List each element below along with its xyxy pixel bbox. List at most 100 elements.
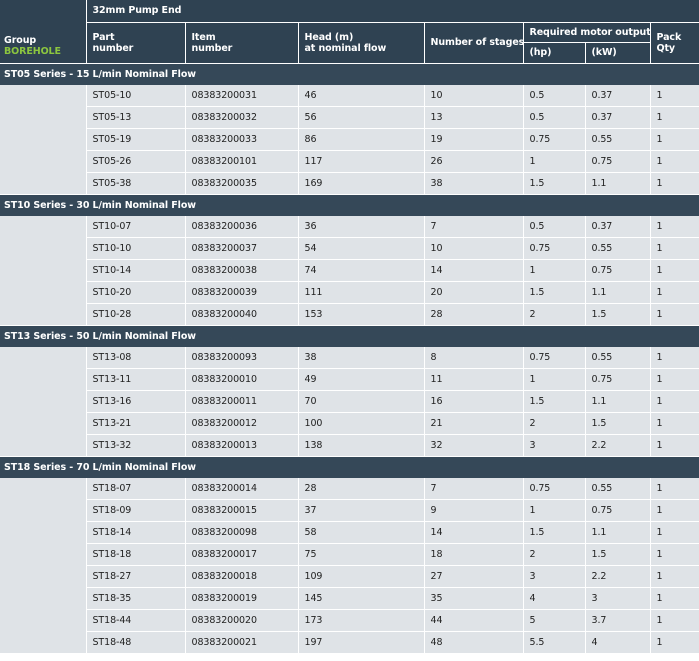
head-cell: 54 <box>298 237 425 260</box>
series-title: ST05 Series - 15 L/min Nominal Flow <box>0 62 699 85</box>
stages-cell: 7 <box>424 477 524 500</box>
hp-cell: 2 <box>523 303 586 326</box>
head-cell: 197 <box>298 631 425 654</box>
item-number-cell: 08383200032 <box>185 106 299 129</box>
part-number-cell: ST18-18 <box>86 543 186 566</box>
hp-cell: 1.5 <box>523 521 586 544</box>
kw-cell: 0.37 <box>585 215 651 238</box>
stages-cell: 27 <box>424 565 524 588</box>
hp-cell: 0.5 <box>523 215 586 238</box>
stages-cell: 9 <box>424 499 524 522</box>
kw-cell: 1.5 <box>585 543 651 566</box>
stages-cell: 10 <box>424 237 524 260</box>
stages-cell: 28 <box>424 303 524 326</box>
head-cell: 109 <box>298 565 425 588</box>
item-number-cell: 08383200013 <box>185 434 299 457</box>
part-number-header: Part number <box>86 22 186 64</box>
table-row: ST18-35 08383200019 145 35 4 3 1 <box>0 587 699 610</box>
kw-cell: 0.75 <box>585 150 651 173</box>
pack-qty-cell: 1 <box>650 281 699 304</box>
table-row: ST05-10 08383200031 46 10 0.5 0.37 1 <box>0 84 699 195</box>
hp-cell: 4 <box>523 587 586 610</box>
item-number-cell: 08383200010 <box>185 368 299 391</box>
pack-qty-cell: 1 <box>650 346 699 369</box>
part-number-cell: ST10-28 <box>86 303 186 326</box>
group-label: Group <box>4 34 37 46</box>
motor-output-header: Required motor output <box>523 22 651 43</box>
pack-qty-cell: 1 <box>650 237 699 260</box>
item-number-cell: 08383200021 <box>185 631 299 654</box>
hp-cell: 0.75 <box>523 237 586 260</box>
hp-cell: 1.5 <box>523 172 586 195</box>
item-number-cell: 08383200039 <box>185 281 299 304</box>
table-row: ST05-38 08383200035 169 38 1.5 1.1 1 <box>0 172 699 195</box>
item-number-cell: 08383200019 <box>185 587 299 610</box>
table-row: ST05-26 08383200101 117 26 1 0.75 1 <box>0 150 699 173</box>
head-cell: 145 <box>298 587 425 610</box>
part-number-cell: ST13-16 <box>86 390 186 413</box>
table-row: ST10-07 08383200036 36 7 0.5 0.37 1 <box>0 215 699 326</box>
stages-cell: 8 <box>424 346 524 369</box>
item-number-cell: 08383200040 <box>185 303 299 326</box>
hp-cell: 3 <box>523 565 586 588</box>
stages-cell: 38 <box>424 172 524 195</box>
stages-cell: 10 <box>424 84 524 107</box>
part-number-cell: ST05-19 <box>86 128 186 151</box>
item-number-cell: 08383200093 <box>185 346 299 369</box>
stages-cell: 11 <box>424 368 524 391</box>
table-row: ST18-07 08383200014 28 7 0.75 0.55 1 <box>0 477 699 654</box>
head-cell: 138 <box>298 434 425 457</box>
part-number-cell: ST18-48 <box>86 631 186 654</box>
item-number-cell: 08383200017 <box>185 543 299 566</box>
head-cell: 111 <box>298 281 425 304</box>
part-number-cell: ST13-11 <box>86 368 186 391</box>
item-number-cell: 08383200037 <box>185 237 299 260</box>
pack-qty-cell: 1 <box>650 499 699 522</box>
kw-cell: 3 <box>585 587 651 610</box>
stages-cell: 18 <box>424 543 524 566</box>
group-value: BOREHOLE <box>4 45 61 57</box>
head-cell: 75 <box>298 543 425 566</box>
stages-cell: 7 <box>424 215 524 238</box>
head-cell: 117 <box>298 150 425 173</box>
table-body: ST05 Series - 15 L/min Nominal Flow ST05-… <box>0 62 699 654</box>
hp-cell: 0.75 <box>523 128 586 151</box>
head-cell: 37 <box>298 499 425 522</box>
kw-cell: 4 <box>585 631 651 654</box>
item-number-cell: 08383200101 <box>185 150 299 173</box>
group-spacer-cell <box>0 215 87 326</box>
table-row: ST13-32 08383200013 138 32 3 2.2 1 <box>0 434 699 457</box>
kw-cell: 2.2 <box>585 434 651 457</box>
item-number-cell: 08383200036 <box>185 215 299 238</box>
table-row: ST18-14 08383200098 58 14 1.5 1.1 1 <box>0 521 699 544</box>
item-number-cell: 08383200020 <box>185 609 299 632</box>
hp-cell: 1.5 <box>523 390 586 413</box>
kw-cell: 0.55 <box>585 477 651 500</box>
stages-cell: 21 <box>424 412 524 435</box>
item-number-header: Item number <box>185 22 299 64</box>
series-heading-row: ST18 Series - 70 L/min Nominal Flow <box>0 455 699 478</box>
pack-qty-cell: 1 <box>650 521 699 544</box>
head-cell: 49 <box>298 368 425 391</box>
hp-cell: 2 <box>523 412 586 435</box>
table-row: ST10-28 08383200040 153 28 2 1.5 1 <box>0 303 699 326</box>
pack-qty-cell: 1 <box>650 631 699 654</box>
table-header: Group BOREHOLE 32mm Pump End Part number… <box>0 0 699 64</box>
kw-cell: 0.55 <box>585 237 651 260</box>
pack-qty-cell: 1 <box>650 587 699 610</box>
hp-cell: 0.5 <box>523 84 586 107</box>
hp-cell: 0.75 <box>523 346 586 369</box>
stages-cell: 14 <box>424 521 524 544</box>
hp-cell: 0.5 <box>523 106 586 129</box>
head-cell: 36 <box>298 215 425 238</box>
kw-cell: 0.37 <box>585 106 651 129</box>
stages-cell: 35 <box>424 587 524 610</box>
item-number-cell: 08383200035 <box>185 172 299 195</box>
kw-cell: 1.1 <box>585 172 651 195</box>
stages-cell: 13 <box>424 106 524 129</box>
pack-qty-cell: 1 <box>650 128 699 151</box>
hp-header: (hp) <box>523 42 586 64</box>
stages-header: Number of stages <box>424 22 524 64</box>
series-title: ST18 Series - 70 L/min Nominal Flow <box>0 455 699 478</box>
table-row: ST18-18 08383200017 75 18 2 1.5 1 <box>0 543 699 566</box>
